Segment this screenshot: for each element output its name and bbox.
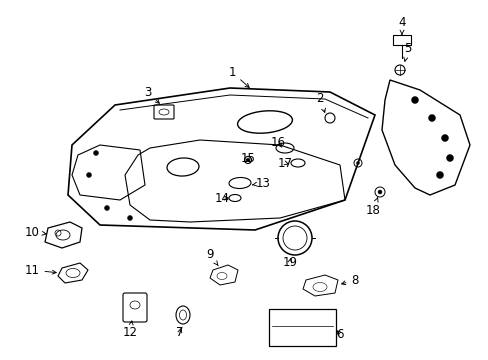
Circle shape: [377, 190, 381, 194]
Circle shape: [427, 114, 435, 122]
Circle shape: [446, 154, 452, 162]
Bar: [392, 35, 410, 45]
Text: 2: 2: [316, 91, 325, 112]
Text: 1: 1: [228, 66, 249, 87]
Text: 10: 10: [24, 225, 46, 239]
Text: 5: 5: [403, 41, 411, 61]
Circle shape: [244, 157, 251, 163]
Text: 9: 9: [206, 248, 218, 266]
Circle shape: [104, 206, 109, 211]
Text: 8: 8: [341, 274, 358, 287]
Text: 16: 16: [270, 135, 285, 149]
Circle shape: [86, 172, 91, 177]
Text: 6: 6: [336, 328, 343, 341]
Text: 7: 7: [176, 325, 183, 338]
Text: 3: 3: [144, 86, 159, 103]
Circle shape: [93, 150, 98, 156]
Circle shape: [441, 135, 447, 141]
Text: 11: 11: [24, 264, 56, 276]
Circle shape: [356, 162, 359, 165]
Text: 12: 12: [122, 321, 137, 338]
Circle shape: [246, 158, 249, 162]
Circle shape: [411, 96, 418, 104]
Text: 13: 13: [252, 176, 270, 189]
Text: 19: 19: [282, 256, 297, 269]
Circle shape: [127, 216, 132, 220]
Text: 4: 4: [397, 15, 405, 34]
Circle shape: [436, 171, 443, 179]
Text: 17: 17: [277, 157, 292, 170]
Text: 14: 14: [214, 192, 229, 204]
Text: 18: 18: [365, 198, 380, 216]
Text: 15: 15: [240, 152, 255, 165]
